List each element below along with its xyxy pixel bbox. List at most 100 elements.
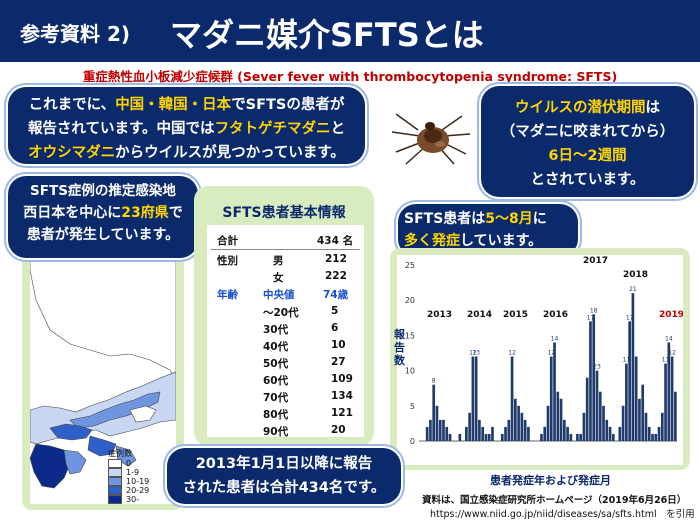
bar [481,426,485,441]
bar [569,433,573,441]
age-group-label: 40代 [263,341,289,353]
bar [654,433,658,441]
age-group-value: 134 [331,390,353,402]
year-label: 2014 [467,310,492,320]
bar [625,363,628,441]
bar [579,433,582,441]
data-label: 11 [623,357,631,364]
data-label: 8 [432,378,436,385]
incubation-term: 潜伏期間 [587,100,646,116]
male-label: 男 [273,255,284,267]
bar [618,426,622,441]
table-row: 女 222 [207,270,364,287]
prefecture-count: 23府県 [121,205,169,221]
bar [585,377,589,441]
year-label: 2013 [427,310,452,320]
bar [553,342,556,441]
age-group-label: 80代 [263,409,289,421]
bar [556,391,560,441]
median-label: 中央値 [263,289,295,301]
bar [660,412,664,441]
season-emphasis: 多く発症 [404,233,460,249]
bar [582,412,586,441]
legend-item: 30- [108,495,149,504]
incubation-period: 6日〜2週間 [548,148,627,164]
bar [478,419,481,441]
bar [576,433,579,441]
bar [523,419,527,441]
bar [500,433,504,441]
y-tick-label: 15 [405,331,415,340]
bar [471,356,475,441]
age-group-value: 109 [331,373,353,385]
bar [425,426,429,441]
bar [491,426,494,441]
source-url: https://www.niid.go.jp/niid/diseases/sa/… [430,509,695,520]
bar [667,342,671,441]
bar [657,426,661,441]
data-label: 17 [587,314,595,321]
total-value: 434 名 [317,235,354,247]
legend-item: 0 [108,459,149,468]
bar [465,426,468,441]
legend-item: 20-29 [108,486,149,495]
bar [507,419,511,441]
bar [435,405,439,441]
age-row: 90代 20 [207,424,364,441]
data-label: 14 [665,335,673,342]
age-group-value: 6 [331,322,339,334]
bar [543,426,547,441]
bubble-text: と [330,121,346,137]
bar [445,426,449,441]
year-label: 2016 [543,310,568,320]
patient-info-table: 合計 434 名 性別 男 212 女 222 年齢 中央値 74歳 〜20代 5… [207,225,364,438]
bar [664,363,667,441]
bar [605,419,609,441]
bar [559,398,563,441]
bubble-text: とされています。 [530,172,645,188]
legend-item: 10-19 [108,477,149,486]
bar [641,384,645,441]
incubation-bubble: ウイルスの潜伏期間は （マダニに咬まれてから） 6日〜2週間 とされています。 [481,86,694,197]
chart-area: 0 5 10 15 20 25 8 12 13 12 12 14 17 18 23 11 17 21 11 14 12 2… [397,255,684,465]
bar [595,370,599,441]
legend-label: 0 [126,459,132,468]
bar [442,419,445,441]
patients-bubble: これまでに、中国・韓国・日本でSFTSの患者が 報告されています。中国ではフタト… [8,87,365,164]
data-label: 12 [547,350,555,357]
total-label: 合計 [217,235,238,247]
bar [527,426,530,441]
header-subtitle: 参考資料 2) [20,22,131,46]
region-bubble: SFTS症例の推定感染地 西日本を中心に23府県で 患者が発生しています。 [8,176,198,258]
divider [211,249,360,250]
bubble-text: ウイルスの [515,100,588,116]
age-row: 30代 6 [207,322,364,339]
bar [651,433,654,441]
legend-swatch [108,477,122,486]
bubble-text: 2013年1月1日以降に報告 [195,456,373,472]
bar [592,314,596,441]
bubble-text: に [532,211,547,227]
age-group-value: 20 [331,424,346,436]
legend-item: 1-9 [108,468,149,477]
age-group-label: 50代 [263,358,289,370]
y-tick-label: 10 [405,367,415,376]
tick-species-2: オウシマダニ [28,145,116,161]
bar [549,356,553,441]
data-label: 21 [629,286,637,293]
age-group-label: 〜20代 [263,307,299,319]
data-label: 17 [626,314,634,321]
age-row: 70代 134 [207,390,364,407]
japan-map-graphic [29,259,177,489]
season-months: 5〜8月 [485,211,533,227]
y-tick-label: 20 [405,296,415,305]
bar [514,398,517,441]
japan-map [29,259,177,504]
age-row: 〜20代 5 [207,305,364,322]
bubble-text: 患者が発生しています。 [26,227,180,243]
bubble-text: これまでに、 [28,97,116,113]
bar [634,356,638,441]
female-label: 女 [273,272,284,284]
male-value: 212 [325,253,347,265]
